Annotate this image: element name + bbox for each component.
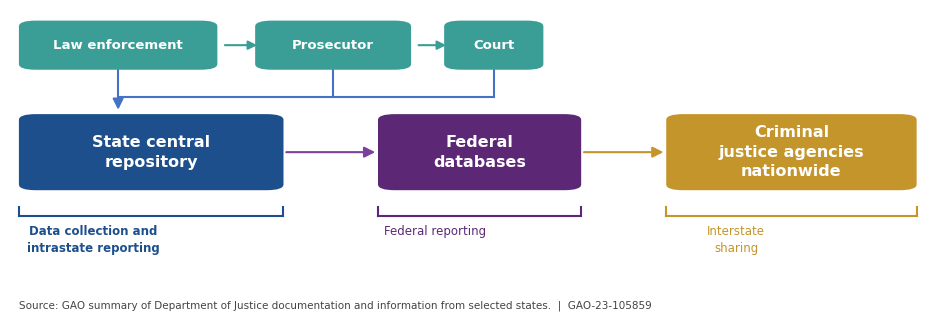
Text: Federal
databases: Federal databases [432, 135, 526, 170]
Text: State central
repository: State central repository [92, 135, 210, 170]
FancyBboxPatch shape [378, 114, 581, 190]
Text: Court: Court [473, 39, 514, 52]
Text: Source: GAO summary of Department of Justice documentation and information from : Source: GAO summary of Department of Jus… [19, 300, 651, 311]
FancyBboxPatch shape [444, 21, 543, 70]
Text: Data collection and
intrastate reporting: Data collection and intrastate reporting [26, 225, 160, 255]
FancyBboxPatch shape [255, 21, 411, 70]
Text: Criminal
justice agencies
nationwide: Criminal justice agencies nationwide [717, 125, 864, 179]
FancyBboxPatch shape [19, 21, 217, 70]
Text: Federal reporting: Federal reporting [383, 225, 485, 238]
FancyBboxPatch shape [666, 114, 916, 190]
Text: Law enforcement: Law enforcement [53, 39, 183, 52]
Text: Interstate
sharing: Interstate sharing [707, 225, 765, 255]
Text: Prosecutor: Prosecutor [292, 39, 374, 52]
FancyBboxPatch shape [19, 114, 283, 190]
